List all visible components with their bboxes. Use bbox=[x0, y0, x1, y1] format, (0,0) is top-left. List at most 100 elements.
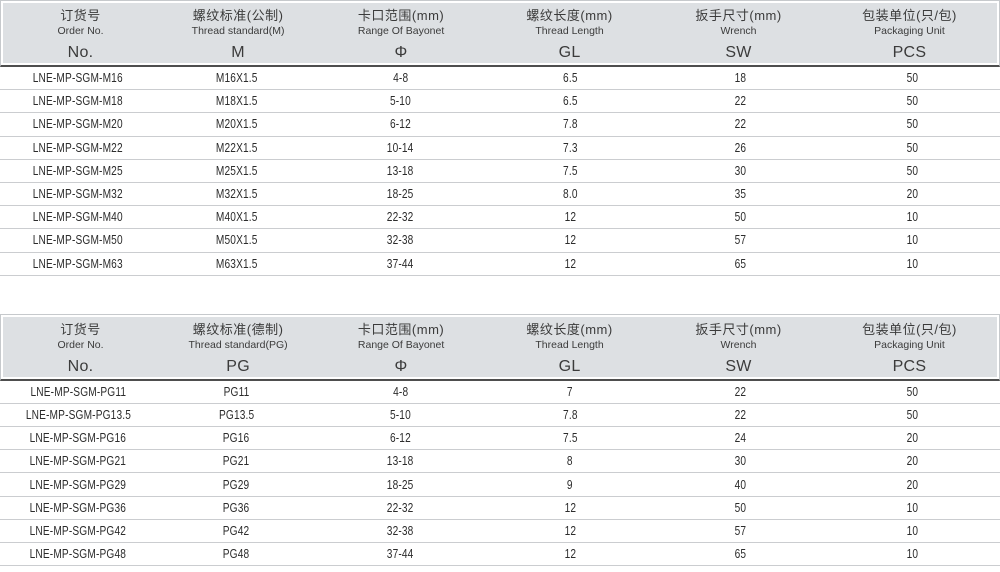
cell-thread-standard: PG42 bbox=[156, 522, 317, 540]
cell-bayonet-range: 6-12 bbox=[317, 429, 484, 447]
cell-value: 4-8 bbox=[392, 383, 409, 399]
cell-thread-length: 12 bbox=[484, 231, 656, 249]
cell-value: LNE-MP-SGM-PG16 bbox=[29, 430, 127, 446]
cell-order-no: LNE-MP-SGM-M50 bbox=[0, 231, 156, 249]
cell-wrench-size: 50 bbox=[656, 208, 824, 226]
cell-value: 6-12 bbox=[390, 430, 411, 446]
header-inner: 订货号 Order No. No. 螺纹标准(德制) Thread standard(P… bbox=[3, 316, 997, 377]
cell-order-no: LNE-MP-SGM-PG29 bbox=[0, 476, 156, 494]
table-row: LNE-MP-SGM-PG13.5 PG13.5 5-10 7.8 22 50 bbox=[0, 403, 1000, 428]
cell-value: LNE-MP-SGM-PG29 bbox=[29, 476, 127, 492]
cell-order-no: LNE-MP-SGM-PG36 bbox=[0, 499, 156, 517]
column-bayonet-range-en-label: Range Of Bayonet bbox=[357, 25, 445, 38]
column-order-no-en-label: Order No. bbox=[57, 338, 104, 351]
cell-bayonet-range: 18-25 bbox=[317, 476, 484, 494]
cell-bayonet-range: 32-38 bbox=[317, 522, 484, 540]
cell-value: PG16 bbox=[223, 430, 250, 446]
table-row: LNE-MP-SGM-PG29 PG29 18-25 9 40 20 bbox=[0, 473, 1000, 497]
column-bayonet-range-zh-label: 卡口范围(mm) bbox=[357, 321, 445, 337]
cell-value: 65 bbox=[734, 546, 746, 562]
cell-order-no: LNE-MP-SGM-M40 bbox=[0, 208, 156, 226]
column-header-wrench-size: 扳手尺寸(mm) Wrench SW bbox=[655, 317, 822, 377]
table-row: LNE-MP-SGM-PG11 PG11 4-8 7 22 50 bbox=[0, 380, 1000, 404]
cell-thread-standard: PG13.5 bbox=[156, 406, 317, 424]
cell-value: 18-25 bbox=[387, 186, 414, 202]
cell-value: 10 bbox=[906, 499, 918, 515]
cell-value: 57 bbox=[734, 232, 746, 248]
cell-value: 22 bbox=[734, 93, 746, 109]
cell-bayonet-range: 32-38 bbox=[317, 231, 484, 249]
cell-wrench-size: 57 bbox=[656, 522, 824, 540]
cell-value: LNE-MP-SGM-M20 bbox=[32, 116, 124, 132]
column-wrench-size-symbol-label: SW bbox=[725, 357, 752, 375]
cell-value: 10 bbox=[906, 522, 918, 538]
cell-value: 18-25 bbox=[387, 476, 414, 492]
cell-value: 26 bbox=[734, 139, 746, 155]
column-header-thread-length: 螺纹长度(mm) Thread Length GL bbox=[484, 317, 655, 377]
cell-bayonet-range: 18-25 bbox=[317, 185, 484, 203]
column-order-no-zh-label: 订货号 bbox=[60, 8, 101, 23]
column-thread-length-zh-label: 螺纹长度(mm) bbox=[526, 321, 613, 337]
column-wrench-size-symbol-label: SW bbox=[725, 43, 752, 61]
cell-packaging-unit: 50 bbox=[824, 69, 1000, 87]
cell-order-no: LNE-MP-SGM-M32 bbox=[0, 185, 156, 203]
cell-wrench-size: 26 bbox=[656, 139, 824, 157]
cell-value: LNE-MP-SGM-M16 bbox=[32, 70, 124, 86]
cell-value: 6.5 bbox=[562, 70, 578, 86]
column-header-bayonet-range: 卡口范围(mm) Range Of Bayonet Φ bbox=[318, 317, 484, 377]
cell-thread-standard: PG36 bbox=[156, 499, 317, 517]
cell-value: LNE-MP-SGM-PG48 bbox=[29, 546, 127, 562]
cell-value: 6.5 bbox=[562, 93, 578, 109]
cell-value: 22 bbox=[734, 116, 746, 132]
column-bayonet-range-zh-label: 卡口范围(mm) bbox=[357, 8, 445, 23]
cell-value: 13-18 bbox=[387, 453, 414, 469]
cell-thread-length: 7.5 bbox=[484, 429, 656, 447]
cell-thread-length: 8 bbox=[484, 452, 656, 470]
cell-wrench-size: 22 bbox=[656, 115, 824, 133]
cell-value: LNE-MP-SGM-M18 bbox=[32, 93, 124, 109]
cell-thread-standard: PG48 bbox=[156, 545, 317, 563]
cell-value: 57 bbox=[734, 522, 746, 538]
column-header-thread-standard: 螺纹标准(公制) Thread standard(M) M bbox=[158, 3, 318, 63]
cell-value: LNE-MP-SGM-M50 bbox=[32, 232, 124, 248]
column-thread-length-en-label: Thread Length bbox=[535, 25, 604, 38]
cell-value: 8 bbox=[567, 453, 573, 469]
cell-thread-standard: M16X1.5 bbox=[156, 69, 317, 87]
cell-value: 50 bbox=[906, 93, 918, 109]
cell-packaging-unit: 10 bbox=[824, 231, 1000, 249]
cell-value: 37-44 bbox=[387, 546, 414, 562]
cell-order-no: LNE-MP-SGM-PG42 bbox=[0, 522, 156, 540]
cell-order-no: LNE-MP-SGM-M22 bbox=[0, 139, 156, 157]
cell-wrench-size: 40 bbox=[656, 476, 824, 494]
cell-order-no: LNE-MP-SGM-M25 bbox=[0, 162, 156, 180]
cell-value: LNE-MP-SGM-M63 bbox=[32, 255, 124, 271]
column-order-no-zh-label: 订货号 bbox=[60, 321, 101, 337]
cell-packaging-unit: 10 bbox=[824, 208, 1000, 226]
cell-value: 8.0 bbox=[562, 186, 578, 202]
cell-value: 20 bbox=[906, 430, 918, 446]
cell-thread-standard: M50X1.5 bbox=[156, 231, 317, 249]
table-row: LNE-MP-SGM-M16 M16X1.5 4-8 6.5 18 50 bbox=[0, 67, 1000, 91]
cell-thread-length: 6.5 bbox=[484, 69, 656, 87]
cell-wrench-size: 18 bbox=[656, 69, 824, 87]
cell-value: 30 bbox=[734, 453, 746, 469]
cell-bayonet-range: 6-12 bbox=[317, 115, 484, 133]
column-thread-standard-zh-label: 螺纹标准(公制) bbox=[192, 8, 284, 23]
cell-value: PG11 bbox=[223, 383, 250, 399]
cell-value: M20X1.5 bbox=[215, 116, 258, 132]
table-row: LNE-MP-SGM-PG42 PG42 32-38 12 57 10 bbox=[0, 519, 1000, 543]
cell-value: 50 bbox=[906, 70, 918, 86]
cell-value: LNE-MP-SGM-M22 bbox=[32, 139, 124, 155]
cell-value: LNE-MP-SGM-PG36 bbox=[29, 499, 127, 515]
cell-value: 40 bbox=[734, 476, 746, 492]
cell-value: 9 bbox=[567, 476, 573, 492]
cell-value: 7 bbox=[567, 383, 573, 399]
cell-order-no: LNE-MP-SGM-PG21 bbox=[0, 452, 156, 470]
cell-value: 4-8 bbox=[392, 70, 409, 86]
cell-value: LNE-MP-SGM-M25 bbox=[32, 162, 124, 178]
table-header: 订货号 Order No. No. 螺纹标准(德制) Thread standard(P… bbox=[0, 313, 1000, 381]
cell-value: M63X1.5 bbox=[215, 255, 258, 271]
metric-table-section: 订货号 Order No. No. 螺纹标准(公制) Thread standard(M… bbox=[0, 0, 1000, 276]
cell-bayonet-range: 4-8 bbox=[317, 383, 484, 401]
